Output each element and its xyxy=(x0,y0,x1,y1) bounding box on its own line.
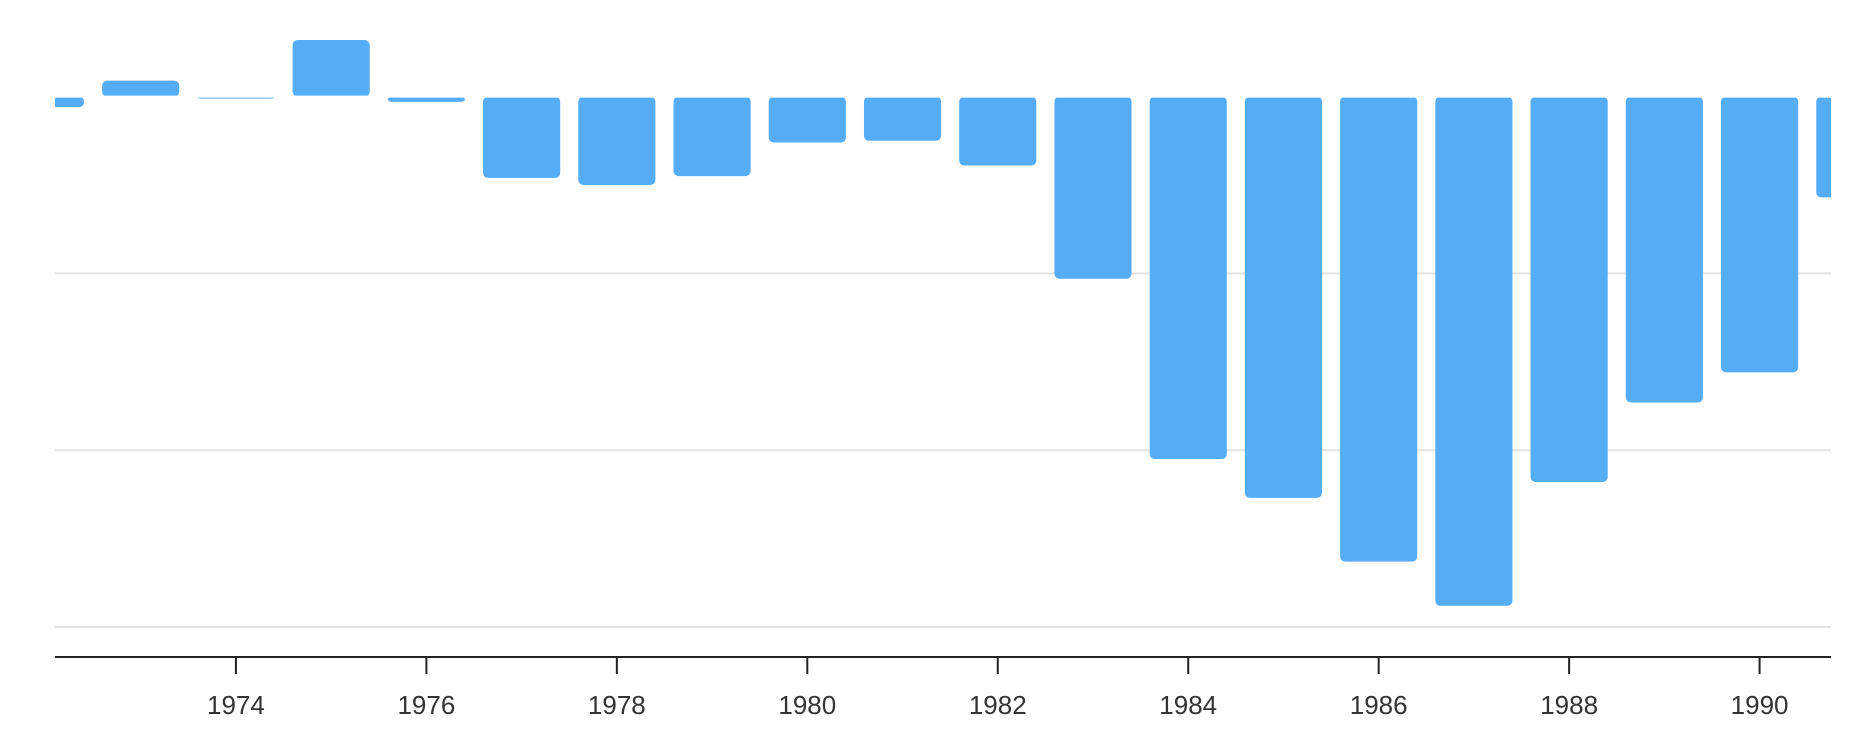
bar-1982 xyxy=(959,96,1037,166)
bar-1980 xyxy=(768,96,846,143)
bar-1988 xyxy=(1530,96,1608,483)
bar-1977 xyxy=(483,96,561,178)
bar-1987 xyxy=(1435,96,1513,606)
bar-1983 xyxy=(1054,96,1132,279)
bar-1975 xyxy=(292,40,370,97)
bar-1991 xyxy=(1816,96,1831,198)
x-tick-label: 1980 xyxy=(778,690,836,720)
x-tick-label: 1978 xyxy=(588,690,646,720)
x-tick-label: 1974 xyxy=(207,690,265,720)
bar-1990 xyxy=(1721,96,1799,373)
bar-1978 xyxy=(578,96,656,185)
bar-1989 xyxy=(1625,96,1703,403)
bars xyxy=(55,40,1831,606)
bar-1976 xyxy=(387,96,465,102)
x-tick-label: 1990 xyxy=(1731,690,1789,720)
x-tick-label: 1982 xyxy=(969,690,1027,720)
x-axis-ticks: 1974 1976 1978 1980 1982 1984 1986 1988 1990 xyxy=(207,657,1789,720)
bar-1979 xyxy=(673,96,751,177)
bar-1972 xyxy=(55,96,85,108)
x-tick-label: 1988 xyxy=(1540,690,1598,720)
bar-1981 xyxy=(863,96,942,141)
bar-1986 xyxy=(1340,96,1418,562)
bar-1973 xyxy=(102,80,180,97)
bar-1984 xyxy=(1149,96,1227,460)
x-tick-label: 1986 xyxy=(1350,690,1408,720)
x-tick-label: 1976 xyxy=(397,690,455,720)
bar-1985 xyxy=(1244,96,1323,498)
x-tick-label: 1984 xyxy=(1159,690,1217,720)
